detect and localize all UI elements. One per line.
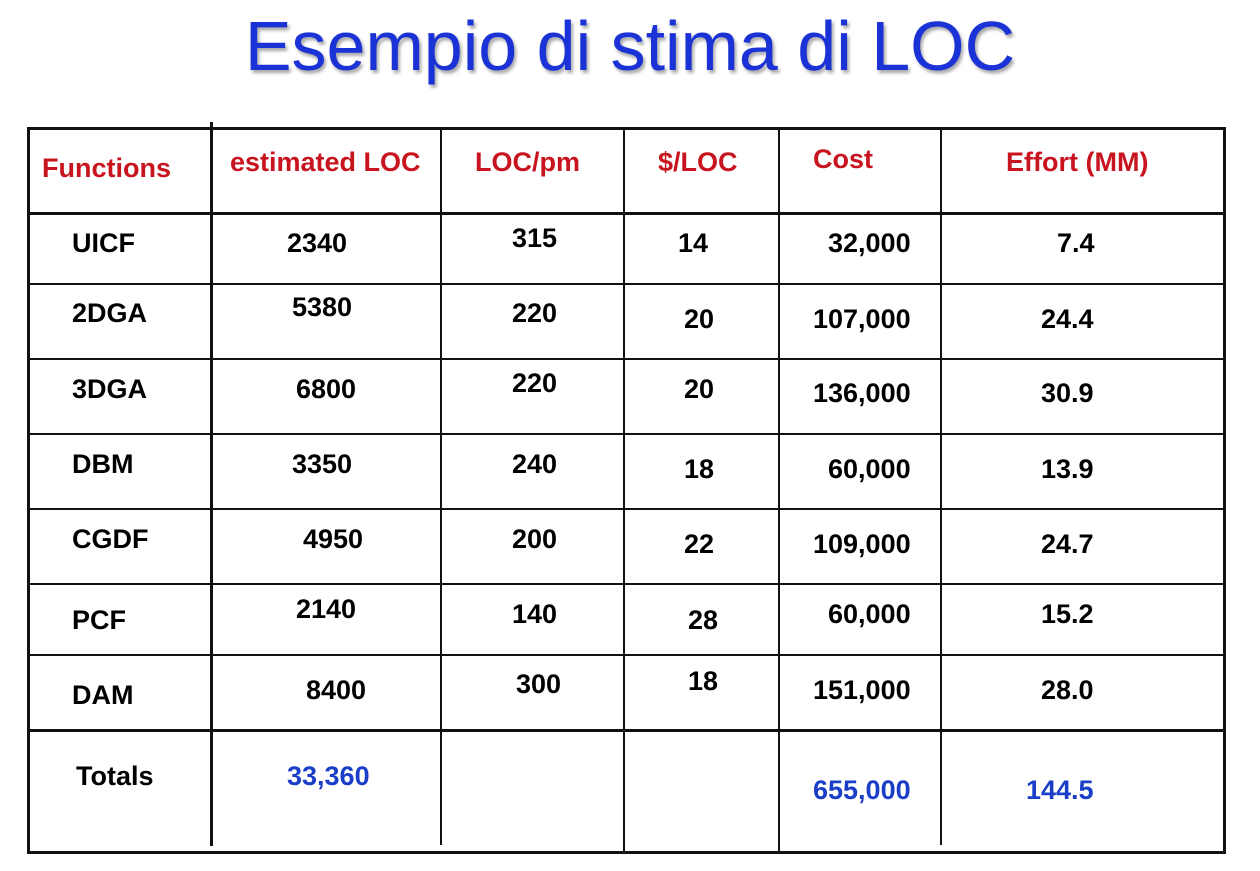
cell-dollar-per-loc: 18 [688,666,719,696]
cell-dollar-per-loc: 20 [684,304,715,334]
cell-function: 2DGA [72,298,148,328]
header-divider [29,212,1226,215]
row-divider [29,283,1226,285]
cell-effort: 24.4 [1041,304,1094,334]
totals-label: Totals [76,761,154,791]
row-divider [29,583,1226,585]
header-estimated-loc: estimated LOC [230,147,421,177]
totals-divider [29,729,1226,732]
cell-dollar-per-loc: 14 [678,228,709,258]
cell-loc-pm: 220 [512,368,558,398]
cell-estimated-loc: 4950 [303,524,364,554]
cell-loc-pm: 200 [512,524,558,554]
cell-cost: 107,000 [813,304,911,334]
cell-function: CGDF [72,524,149,554]
row-divider [29,433,1226,435]
column-divider [440,130,442,845]
column-divider [623,130,625,854]
cell-effort: 7.4 [1057,228,1095,258]
cell-loc-pm: 220 [512,298,558,328]
cell-effort: 13.9 [1041,454,1094,484]
cell-effort: 30.9 [1041,378,1094,408]
cell-cost: 60,000 [828,454,911,484]
cell-function: UICF [72,228,135,258]
totals-cost: 655,000 [813,775,911,805]
cell-cost: 151,000 [813,675,911,705]
row-divider [29,508,1226,510]
column-divider [778,130,780,854]
cell-cost: 60,000 [828,599,911,629]
header-functions: Functions [42,153,171,183]
column-divider [210,122,213,846]
totals-effort: 144.5 [1026,775,1094,805]
cell-dollar-per-loc: 22 [684,529,715,559]
slide-title: Esempio di stima di LOC [244,7,1016,85]
cell-estimated-loc: 2340 [287,228,348,258]
cell-estimated-loc: 3350 [292,449,353,479]
header-dollar-per-loc: $/LOC [658,147,738,177]
row-divider [29,358,1226,360]
cell-loc-pm: 300 [516,669,562,699]
cell-estimated-loc: 6800 [296,374,357,404]
loc-table [27,127,1226,854]
header-loc-pm: LOC/pm [475,147,580,177]
cell-effort: 15.2 [1041,599,1094,629]
header-cost: Cost [813,144,873,174]
cell-function: PCF [72,605,126,635]
cell-loc-pm: 140 [512,599,558,629]
cell-effort: 28.0 [1041,675,1094,705]
cell-estimated-loc: 2140 [296,594,357,624]
row-divider [29,654,1226,656]
cell-dollar-per-loc: 20 [684,374,715,404]
cell-estimated-loc: 5380 [292,292,353,322]
cell-cost: 32,000 [828,228,911,258]
header-effort: Effort (MM) [1006,147,1149,177]
cell-estimated-loc: 8400 [306,675,367,705]
cell-effort: 24.7 [1041,529,1094,559]
column-divider [940,130,942,845]
cell-dollar-per-loc: 28 [688,605,719,635]
cell-function: DAM [72,680,134,710]
totals-estimated-loc: 33,360 [287,761,370,791]
cell-cost: 109,000 [813,529,911,559]
cell-loc-pm: 315 [512,223,558,253]
cell-function: 3DGA [72,374,148,404]
cell-function: DBM [72,449,134,479]
cell-loc-pm: 240 [512,449,558,479]
cell-cost: 136,000 [813,378,911,408]
cell-dollar-per-loc: 18 [684,454,715,484]
